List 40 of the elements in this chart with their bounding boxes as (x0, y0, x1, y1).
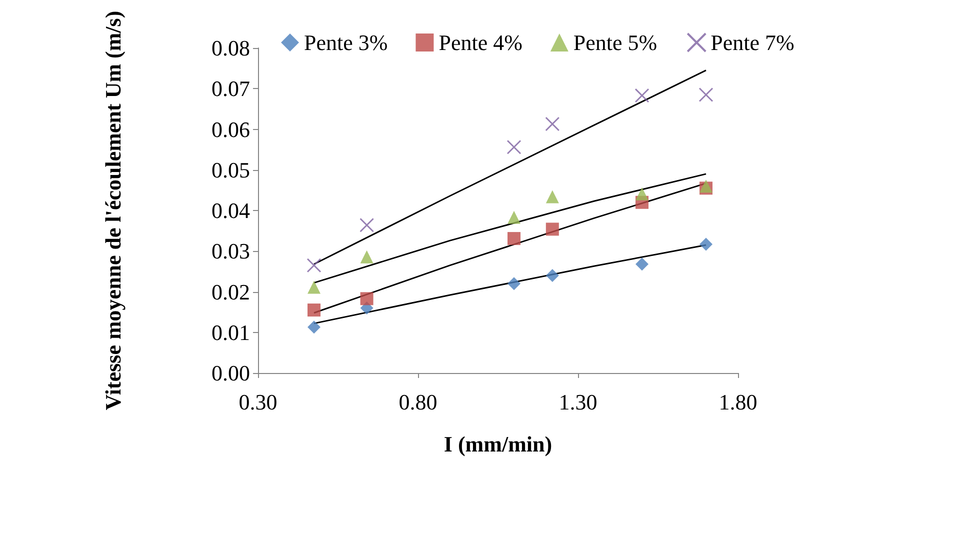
point (636, 187, 648, 200)
y-tick-label: 0.04 (212, 198, 250, 223)
point (698, 87, 714, 102)
point (546, 190, 559, 204)
point (306, 258, 322, 273)
point (636, 258, 648, 271)
legend-label: Pente 5% (573, 30, 658, 55)
point (508, 210, 520, 224)
y-tick-label: 0.06 (212, 116, 250, 142)
x-tick-label: 1.80 (718, 390, 758, 414)
y-tick-label: 0.07 (212, 76, 250, 102)
point (506, 140, 522, 154)
point (308, 280, 320, 294)
x-tick-label: 1.30 (558, 390, 598, 414)
y-tick-label: 0.02 (212, 279, 250, 304)
point (545, 116, 560, 132)
legend-label: Pente 3% (304, 30, 388, 55)
y-tick-label: 0.05 (212, 157, 250, 182)
x-tick-label: 0.80 (398, 390, 438, 414)
point (700, 238, 712, 251)
point (508, 277, 520, 290)
point (508, 232, 520, 246)
x-tick-label: 0.30 (238, 390, 278, 414)
line-series (313, 70, 707, 265)
point (360, 218, 374, 232)
point (546, 269, 559, 282)
point (360, 250, 374, 264)
point (360, 292, 374, 306)
point (308, 304, 320, 317)
y-tick-label: 0.08 (212, 36, 250, 60)
point (308, 320, 320, 334)
y-tick-label: 0.00 (212, 360, 250, 386)
y-tick-label: 0.03 (212, 238, 250, 264)
y-axis-title: Vitesse moyenne de l'écoulement Um (m/s) (100, 10, 126, 410)
point (546, 222, 559, 236)
x-axis-title: I (mm/min) (444, 432, 552, 456)
legend-label: Pente 4% (438, 30, 522, 55)
y-tick-label: 0.01 (212, 320, 250, 345)
point (634, 88, 650, 103)
legend-label: Pente 7% (710, 30, 794, 55)
